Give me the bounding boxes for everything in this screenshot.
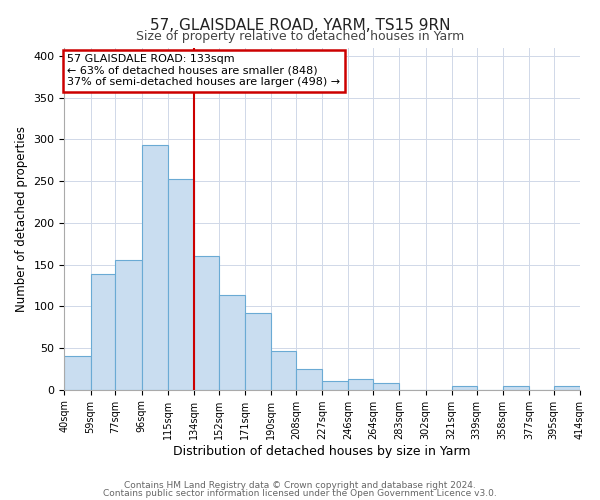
Bar (168, 178, 194, 390)
Text: Size of property relative to detached houses in Yarm: Size of property relative to detached ho… (136, 30, 464, 43)
X-axis label: Distribution of detached houses by size in Yarm: Distribution of detached houses by size … (173, 444, 471, 458)
Bar (373, 383, 400, 390)
Bar (503, 386, 529, 390)
Bar (554, 386, 580, 390)
Bar (91, 274, 115, 390)
Text: Contains public sector information licensed under the Open Government Licence v3: Contains public sector information licen… (103, 489, 497, 498)
Bar (194, 256, 219, 390)
Bar (245, 313, 271, 390)
Bar (142, 145, 168, 390)
Text: 57, GLAISDALE ROAD, YARM, TS15 9RN: 57, GLAISDALE ROAD, YARM, TS15 9RN (150, 18, 450, 32)
Text: 57 GLAISDALE ROAD: 133sqm
← 63% of detached houses are smaller (848)
37% of semi: 57 GLAISDALE ROAD: 133sqm ← 63% of detac… (67, 54, 340, 88)
Bar (349, 379, 373, 390)
Bar (64, 356, 91, 390)
Bar (115, 260, 142, 390)
Text: Contains HM Land Registry data © Crown copyright and database right 2024.: Contains HM Land Registry data © Crown c… (124, 480, 476, 490)
Bar (219, 296, 245, 390)
Y-axis label: Number of detached properties: Number of detached properties (15, 126, 28, 312)
Bar (322, 382, 349, 390)
Bar (271, 352, 296, 390)
Bar (296, 369, 322, 390)
Bar (452, 386, 476, 390)
